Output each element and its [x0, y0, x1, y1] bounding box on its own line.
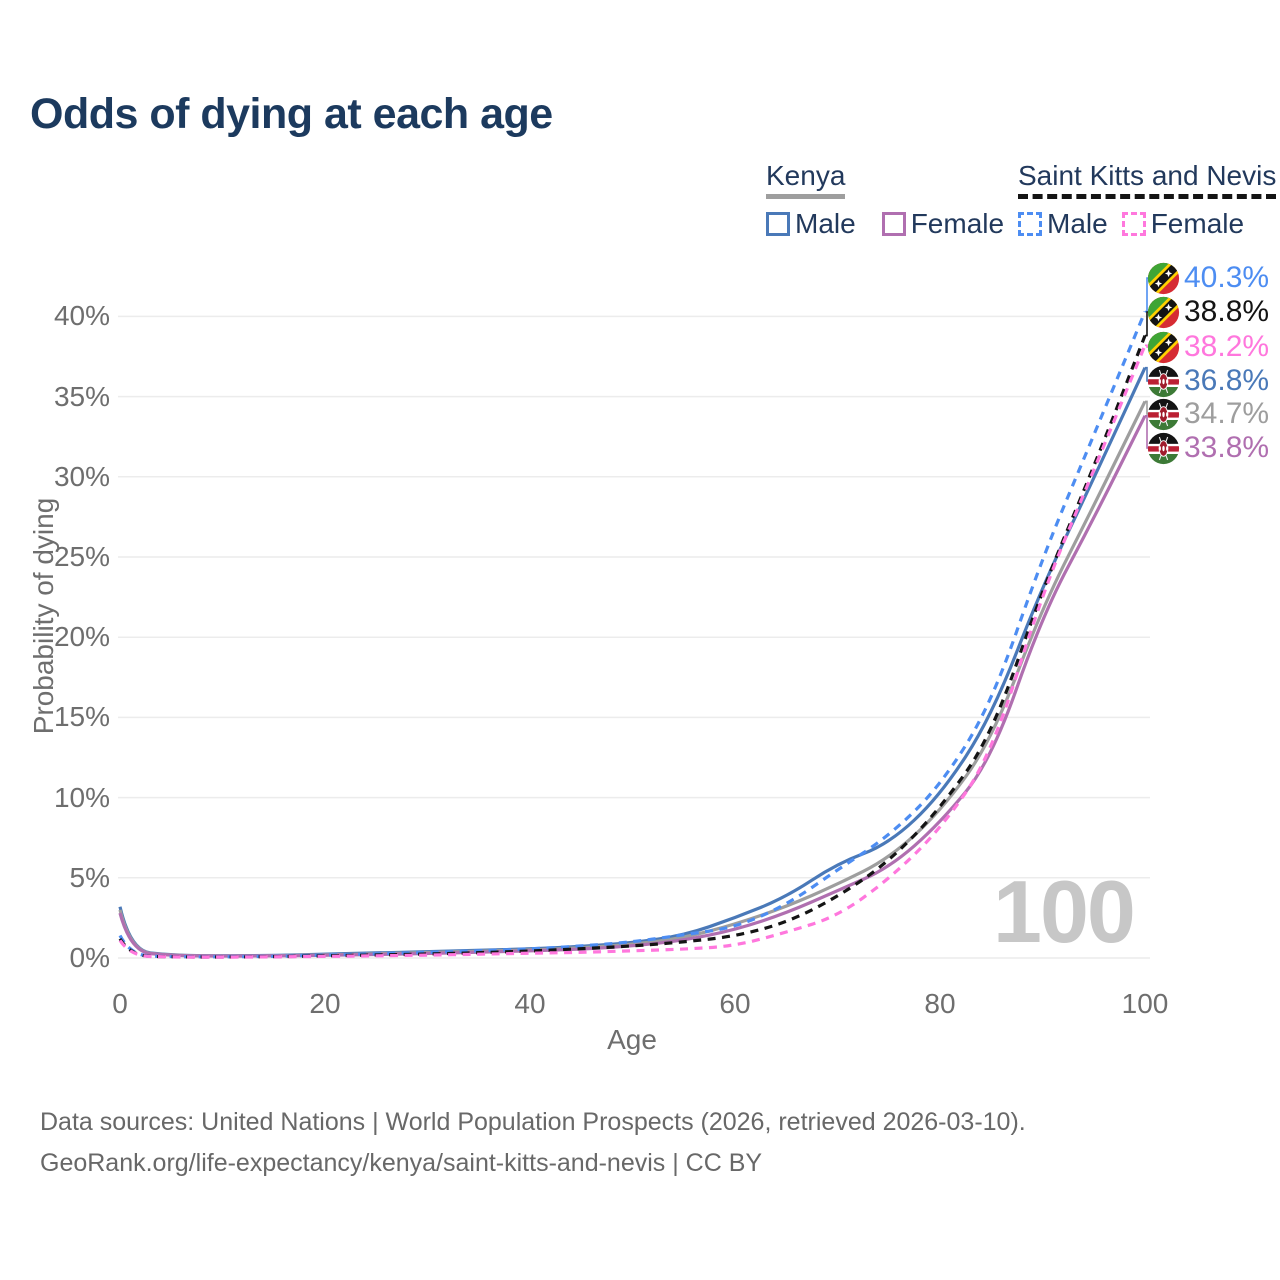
y-tick-label: 0%	[69, 942, 110, 973]
legend-country-kenya[interactable]: Kenya	[766, 160, 846, 199]
series-line-kenya-female[interactable]	[118, 415, 1147, 958]
legend-item-kenya-female[interactable]: Female	[881, 208, 1005, 240]
legend-label-skn-male: Male	[1047, 208, 1108, 239]
kenya-female-swatch-icon	[881, 212, 906, 236]
x-tick-label: 40	[514, 988, 546, 1019]
legend-group-kenya: Kenya Male Female	[766, 160, 1004, 240]
x-tick-label: 0	[112, 988, 128, 1019]
end-label-row: 38.8%	[1147, 295, 1269, 329]
skn-female-swatch-icon	[1121, 212, 1146, 236]
saint-kitts-and-nevis-flag-icon	[1147, 331, 1180, 364]
end-label-row: 36.8%	[1147, 364, 1269, 398]
y-tick-label: 20%	[53, 621, 110, 653]
end-value-label: 34.7%	[1184, 397, 1270, 430]
x-tick-label: 20	[309, 988, 341, 1019]
legend-group-saint-kitts-and-nevis: Saint Kitts and Nevis Male Female	[1018, 160, 1277, 240]
kenya-male-swatch-icon	[766, 212, 790, 236]
y-tick-label: 10%	[53, 781, 110, 813]
y-tick-label: 30%	[53, 460, 110, 492]
legend-item-kenya-male[interactable]: Male	[766, 208, 856, 240]
kenya-flag-icon	[1147, 432, 1180, 465]
y-tick-label: 40%	[53, 300, 110, 332]
series-line-skn-male[interactable]	[118, 310, 1147, 959]
legend-country-saint-kitts-and-nevis[interactable]: Saint Kitts and Nevis	[1018, 160, 1277, 199]
end-value-label: 40.3%	[1184, 261, 1270, 294]
data-source-footer: Data sources: United Nations | World Pop…	[40, 1102, 1026, 1184]
footer-line-1: Data sources: United Nations | World Pop…	[40, 1108, 1026, 1136]
end-label-row: 34.7%	[1147, 397, 1269, 431]
y-axis-title: Probability of dying	[28, 497, 59, 735]
y-tick-label: 5%	[69, 861, 110, 893]
series-line-skn-both[interactable]	[118, 335, 1147, 959]
series-line-kenya-both[interactable]	[118, 400, 1147, 958]
end-value-label: 38.8%	[1184, 295, 1270, 328]
saint-kitts-and-nevis-flag-icon	[1147, 296, 1180, 329]
end-label-row: 33.8%	[1147, 431, 1269, 465]
legend-label-skn-female: Female	[1150, 208, 1245, 239]
age-watermark: 100	[993, 862, 1136, 961]
saint-kitts-and-nevis-flag-icon	[1147, 262, 1180, 295]
kenya-flag-icon	[1147, 365, 1180, 398]
y-tick-label: 15%	[53, 701, 110, 733]
end-value-label: 33.8%	[1184, 431, 1270, 464]
y-tick-label: 35%	[53, 380, 110, 412]
y-tick-label: 25%	[53, 541, 110, 572]
skn-male-swatch-icon	[1018, 212, 1042, 236]
end-value-label: 38.2%	[1184, 330, 1270, 363]
x-tick-label: 100	[1121, 988, 1169, 1019]
end-label-row: 40.3%	[1147, 261, 1269, 295]
page-title: Odds of dying at each age	[30, 90, 553, 138]
series-line-skn-female[interactable]	[118, 344, 1147, 959]
footer-line-2: GeoRank.org/life-expectancy/kenya/saint-…	[40, 1149, 763, 1177]
x-axis-title: Age	[607, 1024, 657, 1055]
x-tick-label: 60	[719, 988, 751, 1019]
x-tick-label: 80	[924, 988, 956, 1019]
kenya-flag-icon	[1147, 398, 1180, 431]
end-value-label: 36.8%	[1184, 364, 1270, 397]
legend-item-skn-male[interactable]: Male	[1018, 208, 1108, 240]
legend-label-kenya-female: Female	[910, 208, 1005, 239]
legend-item-skn-female[interactable]: Female	[1121, 208, 1245, 240]
series-line-kenya-male[interactable]	[118, 367, 1147, 958]
end-label-row: 38.2%	[1147, 330, 1269, 364]
legend-label-kenya-male: Male	[795, 208, 856, 239]
